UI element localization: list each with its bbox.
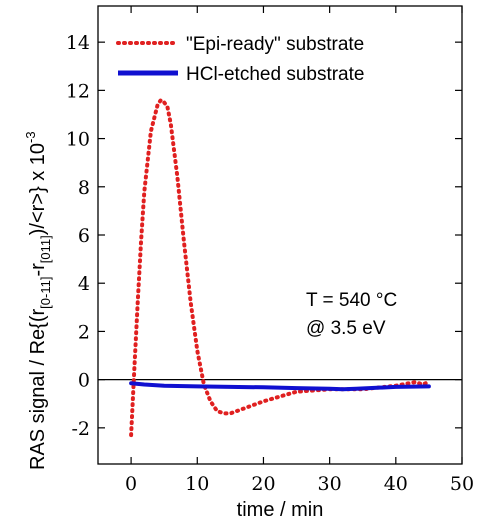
y-axis-title-sub1: [0-11] (38, 277, 53, 309)
y-tick-label: 0 (78, 370, 90, 392)
y-tick-label: 14 (66, 32, 90, 54)
y-axis-title-suffix: )/<r>} x 10 (27, 143, 49, 235)
y-axis-title-sup: -3 (23, 131, 38, 143)
legend-label-hcl-etched: HCl-etched substrate (186, 64, 364, 85)
legend: "Epi-ready" substrate HCl-etched substra… (116, 34, 364, 85)
y-tick-label: 2 (78, 321, 90, 343)
x-tick-label: 50 (450, 473, 474, 495)
y-axis-title-prefix: RAS signal / Re{(r (27, 308, 49, 470)
annotation-temperature: T = 540 °C (306, 290, 397, 311)
y-tick-label: 4 (78, 273, 90, 295)
x-tick-label: 40 (384, 473, 408, 495)
x-tick-label: 30 (318, 473, 342, 495)
y-axis-title-mid: -r (27, 263, 49, 277)
x-axis-title: time / min (237, 499, 324, 521)
y-axis-ticks: -2 0 2 4 6 8 10 12 14 (66, 32, 462, 440)
y-tick-label: -2 (71, 418, 90, 440)
x-axis-ticks: 0 10 20 30 40 50 (125, 6, 474, 495)
x-tick-label: 0 (125, 473, 137, 495)
y-axis-title: RAS signal / Re{(r[0-11]-r[011])/<r>} x … (23, 131, 53, 470)
y-tick-label: 10 (66, 129, 90, 151)
series-layer (129, 98, 431, 438)
x-tick-label: 10 (185, 473, 209, 495)
x-tick-label: 20 (251, 473, 275, 495)
annotation-photon-energy: @ 3.5 eV (306, 318, 386, 339)
y-tick-label: 6 (78, 225, 90, 247)
legend-label-epi-ready: "Epi-ready" substrate (186, 34, 364, 55)
y-axis-title-sub2: [011] (38, 235, 53, 263)
y-tick-label: 8 (78, 177, 90, 199)
series-line-hcl-etched (129, 381, 431, 392)
y-tick-label: 12 (66, 80, 90, 102)
